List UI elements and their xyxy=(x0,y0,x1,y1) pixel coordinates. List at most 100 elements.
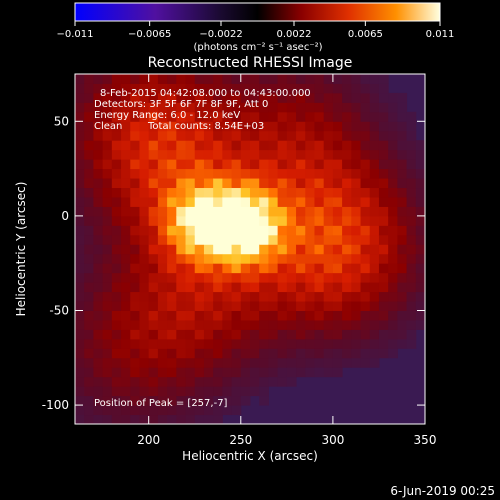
heat-cell xyxy=(84,159,94,170)
heat-cell xyxy=(351,253,362,264)
heat-cell xyxy=(250,130,260,141)
heat-cell xyxy=(305,187,315,198)
heat-cell xyxy=(84,386,94,397)
heat-cell xyxy=(176,338,187,349)
heat-cell xyxy=(360,102,371,113)
heat-cell xyxy=(342,225,352,236)
heat-cell xyxy=(185,149,196,160)
heat-cell xyxy=(130,121,140,132)
heat-cell xyxy=(305,196,315,207)
heat-cell xyxy=(75,357,85,368)
heat-cell xyxy=(84,206,94,217)
heat-cell xyxy=(167,140,177,151)
heat-cell xyxy=(360,187,371,198)
heat-cell xyxy=(342,130,352,141)
heat-cell xyxy=(397,196,408,207)
heat-cell xyxy=(84,405,94,416)
heat-cell xyxy=(406,263,417,274)
heat-cell xyxy=(194,272,205,283)
heat-cell xyxy=(415,319,425,330)
heat-cell xyxy=(84,74,94,84)
heat-cell xyxy=(369,310,380,321)
heat-cell xyxy=(378,263,389,274)
heat-cell xyxy=(111,376,122,387)
heat-cell xyxy=(185,310,196,321)
heat-cell xyxy=(397,168,408,179)
heat-cell xyxy=(342,111,352,122)
heat-cell xyxy=(323,253,334,264)
heat-cell xyxy=(194,130,205,141)
heat-cell xyxy=(305,263,315,274)
heat-cell xyxy=(259,206,269,217)
heat-cell xyxy=(286,159,297,170)
heat-cell xyxy=(250,301,260,311)
heat-cell xyxy=(415,168,425,179)
heat-cell xyxy=(277,301,288,311)
heat-cell xyxy=(378,244,389,255)
heat-cell xyxy=(102,225,113,236)
heat-cell xyxy=(222,310,233,321)
heat-cell xyxy=(148,130,159,141)
heat-cell xyxy=(342,149,352,160)
heat-cell xyxy=(231,111,242,122)
heat-cell xyxy=(286,234,297,245)
heat-cell xyxy=(185,405,196,416)
heat-cell xyxy=(342,253,352,264)
heat-cell xyxy=(240,83,251,94)
heat-cell xyxy=(75,102,85,113)
heat-cell xyxy=(93,272,104,283)
heat-cell xyxy=(305,367,315,378)
heat-cell xyxy=(360,319,371,330)
heat-cell xyxy=(305,225,315,236)
heat-cell xyxy=(194,92,205,103)
heat-cell xyxy=(203,405,214,416)
heat-cell xyxy=(185,357,196,368)
heat-cell xyxy=(286,140,297,151)
heat-cell xyxy=(250,159,260,170)
heat-cell xyxy=(240,310,251,321)
heat-cell xyxy=(213,159,223,170)
heat-cell xyxy=(176,178,187,189)
heat-cell xyxy=(139,395,150,406)
heat-cell xyxy=(102,319,113,330)
heat-cell xyxy=(296,291,306,302)
heat-cell xyxy=(277,291,288,302)
heat-cell xyxy=(167,329,177,340)
heat-cell xyxy=(351,140,362,151)
heat-cell xyxy=(121,282,131,293)
heat-cell xyxy=(296,178,306,189)
heat-cell xyxy=(130,282,140,293)
heat-cell xyxy=(130,414,140,424)
heat-cell xyxy=(194,196,205,207)
heat-cell xyxy=(415,215,425,226)
heat-cell xyxy=(185,215,196,226)
heat-cell xyxy=(240,386,251,397)
heat-cell xyxy=(360,329,371,340)
heat-cell xyxy=(296,263,306,274)
heat-cell xyxy=(286,168,297,179)
heat-cell xyxy=(286,121,297,132)
heat-cell xyxy=(148,196,159,207)
heat-cell xyxy=(360,291,371,302)
heat-cell xyxy=(231,263,242,274)
heat-cell xyxy=(185,102,196,113)
heat-cell xyxy=(203,234,214,245)
heat-cell xyxy=(351,196,362,207)
heat-cell xyxy=(360,178,371,189)
heat-cell xyxy=(222,263,233,274)
heat-cell xyxy=(286,225,297,236)
heat-cell xyxy=(203,215,214,226)
heat-cell xyxy=(332,140,343,151)
heat-cell xyxy=(369,348,380,359)
heat-cell xyxy=(185,414,196,424)
heat-cell xyxy=(342,83,352,94)
heat-cell xyxy=(167,168,177,179)
heat-cell xyxy=(148,263,159,274)
heat-cell xyxy=(167,310,177,321)
heat-cell xyxy=(351,272,362,283)
heat-cell xyxy=(332,253,343,264)
heat-cell xyxy=(296,83,306,94)
heat-cell xyxy=(139,338,150,349)
heat-cell xyxy=(314,244,325,255)
heat-cell xyxy=(111,187,122,198)
